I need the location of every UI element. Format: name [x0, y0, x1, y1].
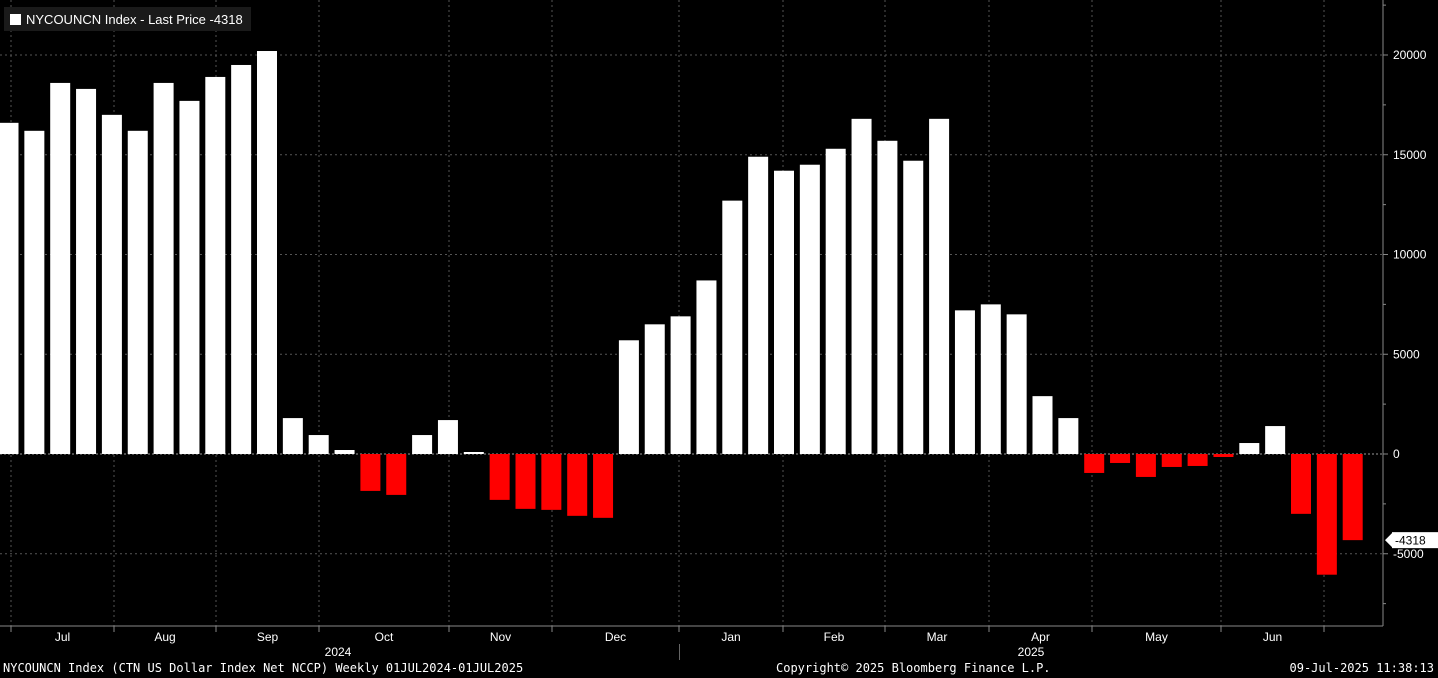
- bar: [412, 435, 433, 454]
- bar: [1135, 454, 1156, 477]
- bar: [799, 164, 820, 454]
- gridlines: [0, 0, 1383, 626]
- bar: [567, 454, 588, 516]
- bar: [179, 100, 200, 454]
- last-price-tag-box: [1392, 532, 1438, 549]
- bar: [1213, 454, 1234, 457]
- last-price-tag: -4318: [1385, 532, 1438, 549]
- bar: [1084, 454, 1105, 473]
- x-tick-label-month: Mar: [927, 630, 948, 644]
- bar: [696, 280, 717, 454]
- bar: [0, 122, 19, 454]
- bar: [437, 420, 458, 454]
- x-tick-label-month: Aug: [154, 630, 175, 644]
- bar: [489, 454, 510, 500]
- x-tick-label-year: 2024: [325, 645, 352, 659]
- bar: [360, 454, 381, 491]
- bar: [127, 130, 148, 454]
- bar: [386, 454, 407, 495]
- x-tick-label-month: Dec: [605, 630, 626, 644]
- footer-index-description: NYCOUNCN Index (CTN US Dollar Index Net …: [3, 661, 524, 675]
- y-tick-label: 20000: [1393, 48, 1427, 62]
- bar: [1291, 454, 1311, 514]
- footer-copyright: Copyright© 2025 Bloomberg Finance L.P.: [776, 661, 1051, 675]
- bar: [1058, 418, 1079, 454]
- y-tick-label: 0: [1393, 447, 1400, 461]
- bar: [541, 454, 562, 510]
- bar: [929, 118, 950, 454]
- bar: [101, 114, 122, 454]
- bar: [748, 156, 769, 454]
- bar: [1161, 454, 1182, 467]
- bar: [670, 316, 691, 454]
- bar: [76, 88, 97, 454]
- x-tick-label-month: Jan: [721, 630, 740, 644]
- bar: [903, 160, 924, 455]
- y-tick-label: 15000: [1393, 148, 1427, 162]
- footer-divider: [679, 644, 680, 660]
- x-tick-label-month: Jun: [1263, 630, 1282, 644]
- legend: NYCOUNCN Index - Last Price -4318: [4, 7, 251, 31]
- bar: [308, 435, 329, 454]
- y-tick-label: 5000: [1393, 347, 1420, 361]
- bar: [1239, 443, 1260, 454]
- y-tick-label: 10000: [1393, 248, 1427, 262]
- bar: [463, 452, 484, 454]
- bar: [1265, 426, 1286, 454]
- bar: [1110, 454, 1131, 463]
- bar: [1006, 314, 1027, 454]
- last-price-tag-label: -4318: [1395, 534, 1426, 548]
- bar: [774, 170, 794, 454]
- x-tick-label-month: Jul: [55, 630, 70, 644]
- bar: [50, 82, 71, 455]
- legend-swatch: [10, 13, 21, 25]
- bar: [515, 454, 536, 509]
- bar: [1316, 454, 1337, 575]
- bar: [980, 304, 1001, 454]
- bar: [257, 51, 277, 454]
- bar: [282, 418, 303, 454]
- bar: [1342, 454, 1363, 541]
- x-tick-label-year: 2025: [1018, 645, 1045, 659]
- x-tick-label-month: Feb: [824, 630, 845, 644]
- bar: [231, 64, 252, 454]
- bar: [877, 140, 898, 454]
- bar: [851, 118, 872, 454]
- footer-timestamp: 09-Jul-2025 11:38:13: [1289, 661, 1435, 675]
- bar: [24, 130, 45, 454]
- bar: [618, 340, 639, 454]
- last-price-tag-pointer: [1385, 533, 1392, 548]
- x-tick-label-month: Apr: [1031, 630, 1050, 644]
- bar-series: [0, 51, 1363, 575]
- bar: [153, 82, 174, 455]
- bar: [954, 310, 975, 454]
- bar: [644, 324, 665, 454]
- bar: [593, 454, 614, 518]
- x-tick-label-month: Oct: [375, 630, 394, 644]
- bar: [722, 200, 743, 454]
- x-tick-label-month: Nov: [490, 630, 511, 644]
- x-tick-label-month: Sep: [257, 630, 279, 644]
- bar: [334, 450, 355, 454]
- y-tick-label: -5000: [1393, 547, 1424, 561]
- bar: [825, 148, 846, 454]
- bar: [205, 76, 226, 454]
- axes: 20000 15000 10000 5000 0 -5000 Jul Aug Sep Oct Nov…: [0, 0, 1438, 659]
- bar: [1032, 396, 1053, 454]
- x-tick-label-month: May: [1145, 630, 1168, 644]
- legend-label: NYCOUNCN Index - Last Price -4318: [26, 11, 243, 27]
- bar: [1187, 454, 1208, 466]
